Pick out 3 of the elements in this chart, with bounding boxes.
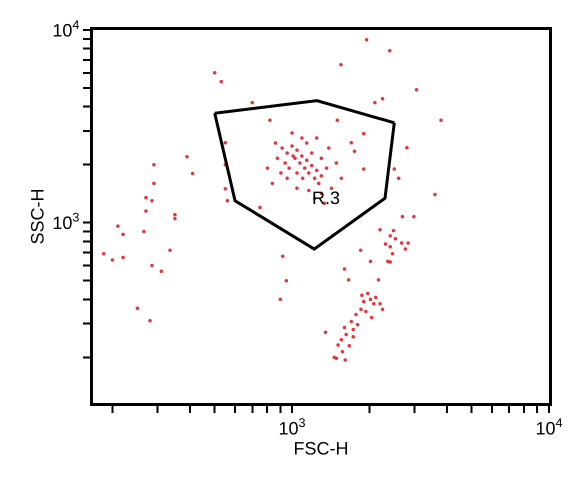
x-axis-title: FSC-H bbox=[294, 438, 348, 459]
y-axis-title: SSC-H bbox=[28, 188, 48, 245]
annotation: R.3 bbox=[312, 188, 340, 208]
